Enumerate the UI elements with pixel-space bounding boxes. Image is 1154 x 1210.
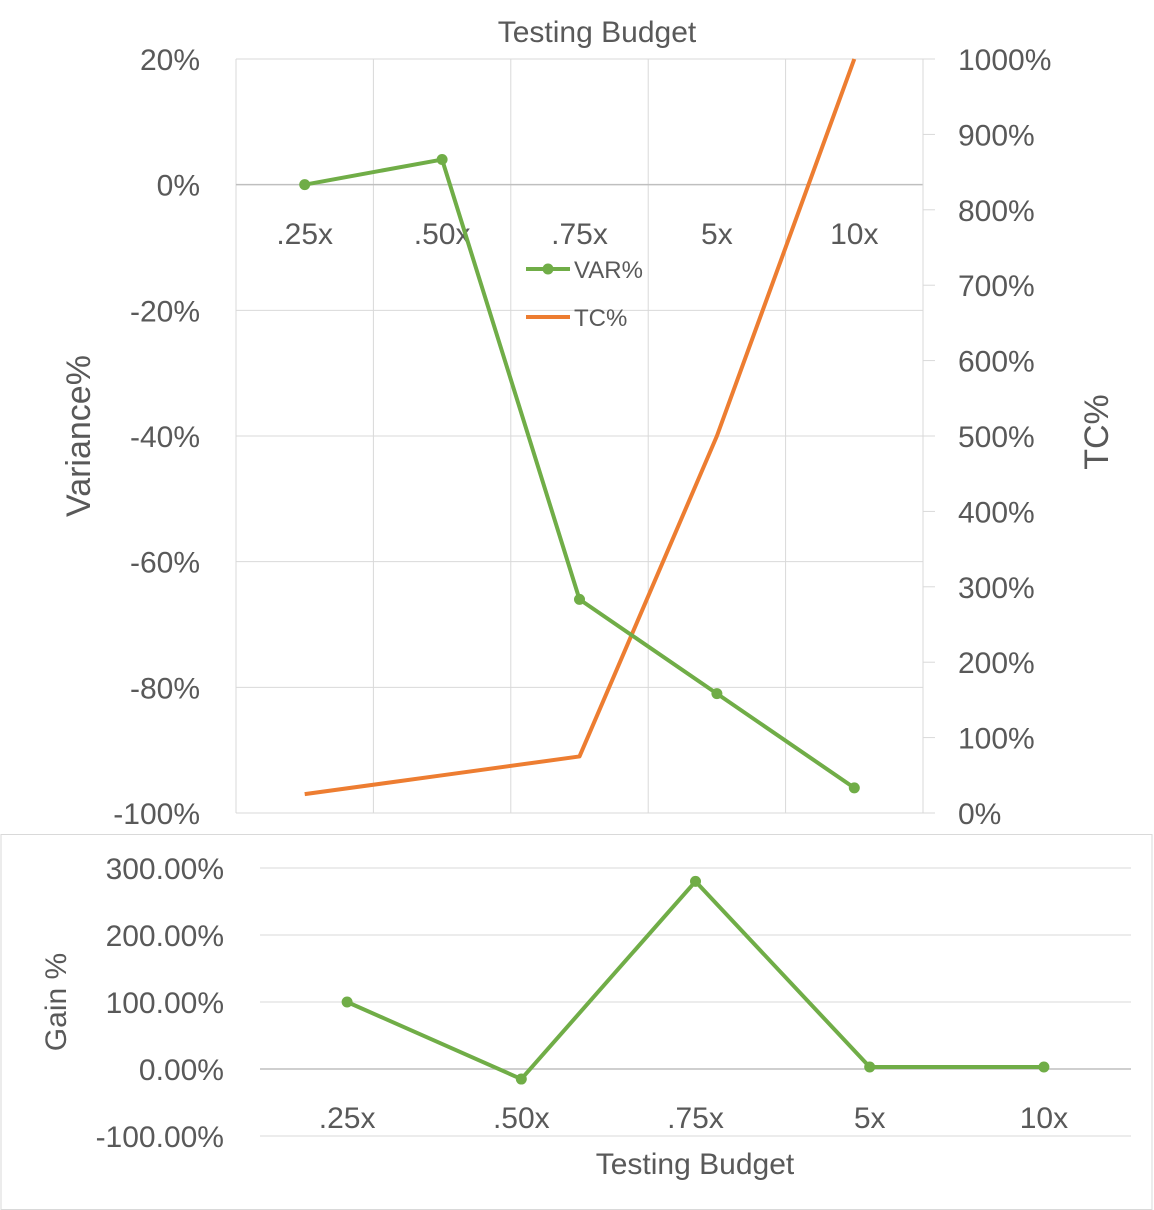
y-tick-label: 100.00% — [106, 987, 224, 1020]
x-tick-label: .50x — [493, 1102, 550, 1135]
y-tick-label: 200.00% — [106, 920, 224, 953]
var-data-point — [848, 782, 860, 794]
var-series-line — [304, 157, 856, 790]
y2-axis-label: TC% — [1078, 394, 1116, 470]
y-axis-label: Gain % — [40, 953, 73, 1051]
var-data-point — [711, 688, 723, 700]
gain-chart: Gain % Testing Budget 300.00% 200.00% 100.… — [0, 834, 1153, 1210]
x-tick-label: .75x — [551, 218, 608, 251]
y2-tick-label: 1000% — [958, 44, 1051, 77]
y2-tick-label: 900% — [958, 119, 1035, 152]
tc-series-line — [304, 58, 857, 797]
y2-tick-label: 100% — [958, 723, 1035, 756]
x-tick-label: .25x — [276, 218, 333, 251]
y-axis-label: Variance% — [60, 355, 98, 517]
legend-label-tc: TC% — [574, 305, 627, 332]
y2-tick-label: 600% — [958, 346, 1035, 379]
gain-data-point — [1038, 1061, 1050, 1073]
y-tick-label: -40% — [130, 421, 200, 454]
gain-data-point — [690, 875, 701, 887]
y-tick-label: 300.00% — [106, 853, 224, 886]
variance-tc-chart: Testing Budget Variance% TC% 20% 0% -20% -4… — [60, 16, 1116, 831]
chart-title: Testing Budget — [498, 16, 697, 49]
y-tick-label: 0.00% — [139, 1054, 224, 1087]
var-data-point — [436, 154, 448, 166]
y2-tick-label: 0% — [958, 798, 1001, 831]
gain-data-point — [515, 1073, 527, 1085]
x-axis-label: Testing Budget — [596, 1148, 795, 1181]
x-tick-label: .25x — [319, 1102, 376, 1135]
var-data-point — [299, 179, 311, 191]
y2-tick-label: 500% — [958, 421, 1035, 454]
x-tick-label: 10x — [1020, 1102, 1068, 1135]
y2-tick-label: 800% — [958, 195, 1035, 228]
y-tick-label: 20% — [140, 44, 200, 77]
y-tick-label: -100.00% — [96, 1121, 224, 1154]
y2-tick-label: 300% — [958, 572, 1035, 605]
y2-tick-label: 200% — [958, 647, 1035, 680]
y-tick-label: -20% — [130, 295, 200, 328]
y2-tick-label: 400% — [958, 496, 1035, 529]
y-tick-label: -60% — [130, 547, 200, 580]
x-tick-label: 5x — [854, 1102, 886, 1135]
x-tick-label: 10x — [830, 218, 878, 251]
gain-series-line — [346, 879, 1044, 1082]
y-tick-label: 0% — [157, 170, 200, 203]
legend-label-var: VAR% — [574, 257, 643, 284]
var-data-point — [574, 593, 585, 605]
y2-tick-label: 700% — [958, 270, 1035, 303]
x-tick-label: .75x — [667, 1102, 724, 1135]
y-tick-label: -80% — [130, 672, 200, 705]
gain-data-point — [341, 996, 353, 1008]
legend-marker-var — [542, 263, 554, 275]
x-tick-label: 5x — [701, 218, 733, 251]
y-tick-label: -100% — [113, 798, 200, 831]
gain-data-point — [864, 1061, 876, 1073]
